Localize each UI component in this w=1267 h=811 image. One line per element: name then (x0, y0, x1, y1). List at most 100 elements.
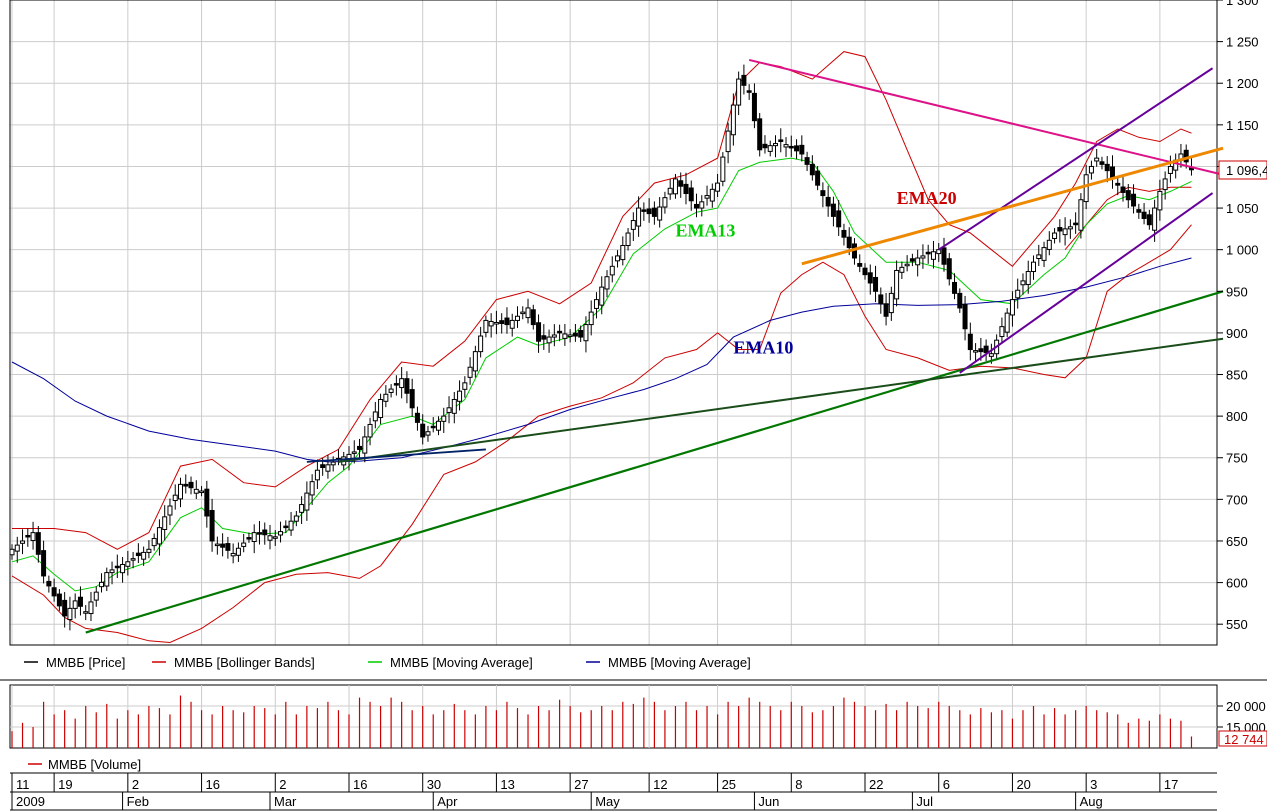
candle-body (683, 183, 689, 195)
candle-body (883, 303, 889, 317)
day-tick-label: 6 (943, 777, 950, 792)
candle-body (183, 483, 189, 487)
volume-tick-label: 20 000 (1226, 699, 1266, 714)
candlestick (135, 543, 141, 564)
candle-body (894, 269, 900, 300)
candlestick (172, 484, 178, 510)
month-tick-label: Mar (274, 794, 297, 809)
day-tick-label: 20 (1016, 777, 1030, 792)
candlestick (278, 521, 284, 543)
candlestick (372, 401, 378, 429)
candle-body (483, 319, 489, 333)
candlestick (177, 477, 183, 508)
candle-body (741, 74, 747, 86)
candlestick (183, 474, 189, 494)
candlestick (836, 200, 842, 236)
candle-body (30, 532, 36, 541)
candlestick (414, 406, 420, 431)
day-tick-label: 12 (653, 777, 667, 792)
candle-body (862, 267, 868, 276)
day-tick-label: 2 (132, 777, 139, 792)
candlestick (214, 536, 220, 555)
candle-body (362, 436, 368, 454)
candlestick (109, 561, 115, 585)
candle-body (988, 353, 994, 357)
candlestick (1115, 175, 1121, 196)
candle-body (867, 272, 873, 284)
candle-body (646, 208, 652, 215)
candle-body (699, 201, 705, 209)
candle-body (188, 481, 194, 489)
date-axis: 11 19 2 16 2 16 30 13 27 12 25 8 22 6 20 3 17 2009 Feb Mar… (10, 772, 1217, 811)
candle-body (56, 593, 62, 607)
current-volume-box (1218, 730, 1267, 747)
candle-body (641, 209, 647, 212)
candlestick (1046, 231, 1052, 256)
trendline (801, 146, 1224, 266)
candlestick (725, 122, 731, 164)
candle-body (709, 188, 715, 202)
candlestick (1146, 209, 1152, 230)
candlestick (1141, 203, 1147, 225)
candle-body (1020, 280, 1026, 286)
candle-body (446, 407, 452, 413)
candlestick (430, 417, 436, 433)
candlestick (409, 378, 415, 417)
candlestick (83, 605, 89, 621)
day-tick-label: 13 (500, 777, 514, 792)
candle-body (1004, 312, 1010, 333)
ema10-line (11, 257, 1192, 463)
candle-body (425, 431, 431, 436)
candlestick (873, 265, 879, 303)
candlestick (162, 505, 168, 541)
day-tick-label: 30 (427, 777, 441, 792)
candle-body (525, 307, 531, 319)
candlestick (815, 166, 821, 191)
candle-body (678, 180, 684, 187)
candlestick (930, 240, 936, 269)
price-tick-label: 1 300 (1226, 0, 1259, 8)
candle-body (478, 335, 484, 353)
candlestick (1099, 156, 1105, 170)
candle-body (546, 336, 552, 344)
candle-body (1099, 161, 1105, 165)
candle-body (962, 303, 968, 330)
candle-body (1078, 199, 1084, 231)
candlestick (799, 135, 805, 162)
candle-body (778, 139, 784, 142)
candle-body (151, 537, 157, 547)
candlestick (293, 511, 299, 527)
candle-body (488, 320, 494, 327)
candle-body (72, 600, 78, 609)
candlestick (672, 173, 678, 199)
candle-body (704, 195, 710, 199)
candlestick (199, 486, 205, 497)
day-ticks: 11 19 2 16 2 16 30 13 27 12 25 8 22 6 20 3 17 (11, 773, 1178, 792)
candle-body (957, 292, 963, 309)
candle-body (41, 550, 47, 577)
candlestick (441, 407, 447, 433)
candle-body (351, 451, 357, 454)
candle-body (93, 591, 99, 601)
candlestick (383, 385, 389, 408)
candlestick (62, 592, 68, 628)
candlestick (541, 324, 547, 350)
candlestick (1136, 203, 1142, 219)
candlestick (551, 324, 557, 347)
candlestick (788, 135, 794, 157)
candlestick (25, 527, 31, 547)
candle-body (472, 351, 478, 372)
candle-body (278, 531, 284, 536)
candlestick (267, 524, 273, 550)
candlestick (146, 540, 152, 559)
candle-body (514, 315, 520, 321)
price-panel: EMA13 EMA20 EMA10 550 600 650 700 750 800 850 900… (9, 0, 1267, 646)
volume-panel-frame (9, 684, 1218, 749)
candle-body (825, 196, 831, 207)
candle-body (388, 388, 394, 393)
candle-body (1131, 193, 1137, 207)
candlestick (483, 315, 489, 338)
candle-body (457, 390, 463, 402)
candlestick (262, 522, 268, 545)
candle-body (109, 569, 115, 574)
